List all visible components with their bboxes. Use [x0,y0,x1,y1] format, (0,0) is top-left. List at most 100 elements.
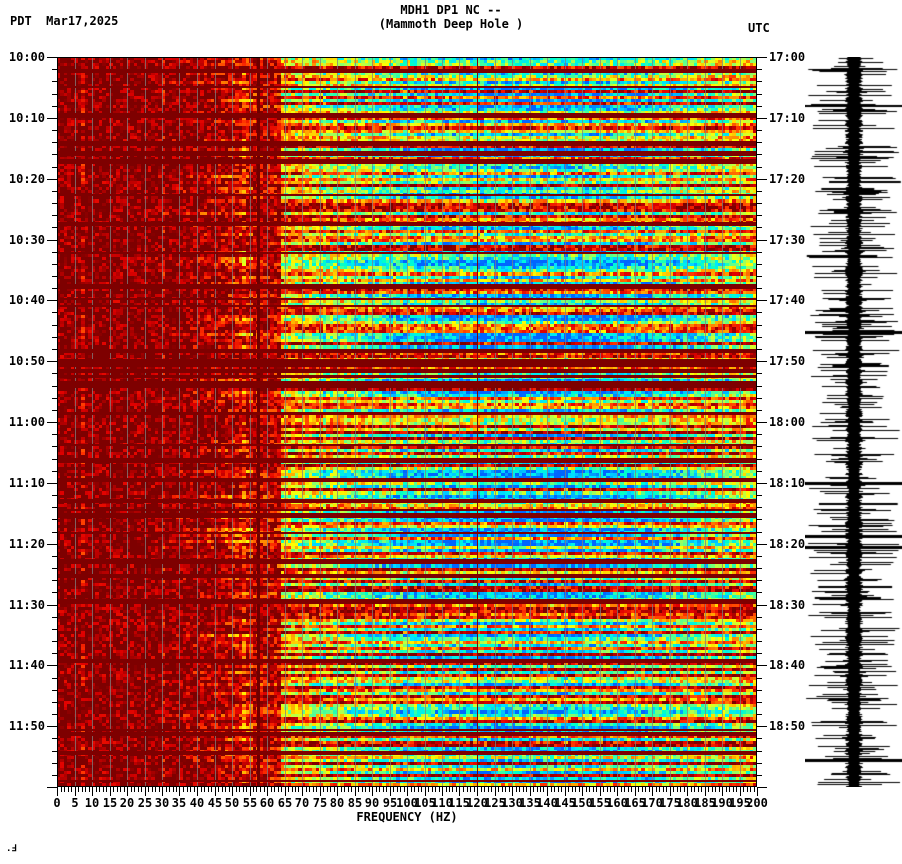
axis-tick [52,507,57,508]
frequency-tick [337,787,338,796]
axis-tick [757,349,762,350]
frequency-tick [61,787,62,792]
axis-tick [757,605,767,606]
frequency-tick [736,787,737,792]
frequency-tick [474,787,475,792]
frequency-tick [642,787,643,792]
frequency-tick [362,787,363,792]
frequency-tick [603,787,604,792]
frequency-tick [320,787,321,796]
axis-tick [52,495,57,496]
axis-tick [757,118,767,119]
frequency-tick [229,787,230,792]
frequency-tick [330,787,331,792]
axis-tick [52,568,57,569]
axis-tick [52,191,57,192]
frequency-tick [285,787,286,796]
frequency-label: 45 [207,796,223,810]
axis-tick [757,130,762,131]
frequency-tick [747,787,748,792]
frequency-tick [215,787,216,796]
axis-tick [757,142,762,143]
frequency-tick [197,787,198,796]
frequency-tick [288,787,289,792]
frequency-tick [750,787,751,792]
time-label-pdt: 10:40 [8,293,45,307]
axis-tick [757,568,762,569]
spectrogram-canvas[interactable] [57,57,757,787]
frequency-tick [334,787,335,792]
axis-tick [757,483,767,484]
axis-tick [757,154,762,155]
axis-tick [52,519,57,520]
frequency-tick [561,787,562,792]
axis-tick [757,69,762,70]
frequency-tick [631,787,632,792]
frequency-label: 80 [329,796,345,810]
frequency-tick [488,787,489,792]
axis-tick [52,227,57,228]
time-label-utc: 17:00 [769,50,806,64]
frequency-tick [323,787,324,792]
frequency-tick [239,787,240,792]
frequency-label: 55 [242,796,258,810]
time-label-pdt: 11:10 [8,476,45,490]
frequency-tick [509,787,510,792]
spectrogram-plot[interactable] [57,57,757,787]
frequency-tick [250,787,251,796]
axis-tick [757,167,762,168]
frequency-tick [589,787,590,792]
frequency-label: 30 [154,796,170,810]
axis-tick [47,361,57,362]
axis-tick [52,215,57,216]
frequency-tick [120,787,121,792]
frequency-tick [481,787,482,792]
frequency-tick [155,787,156,792]
axis-tick [757,398,762,399]
axis-tick [757,410,762,411]
frequency-tick [533,787,534,792]
frequency-label: 195 [729,796,751,810]
frequency-tick [698,787,699,792]
axis-tick [757,312,762,313]
frequency-tick [383,787,384,792]
time-label-utc: 18:00 [769,415,806,429]
seismogram-trace[interactable] [805,57,902,787]
axis-tick [47,787,57,788]
frequency-tick [442,787,443,796]
frequency-tick [141,787,142,792]
frequency-tick [418,787,419,792]
frequency-tick [547,787,548,796]
time-label-pdt: 10:30 [8,233,45,247]
frequency-tick [379,787,380,792]
frequency-tick [505,787,506,792]
frequency-tick [495,787,496,796]
frequency-label: 0 [53,796,61,810]
frequency-tick [267,787,268,796]
frequency-tick [554,787,555,792]
seismogram-canvas[interactable] [805,57,902,787]
frequency-tick [432,787,433,792]
frequency-tick [211,787,212,792]
frequency-tick [169,787,170,792]
time-label-utc: 17:50 [769,354,806,368]
page-subtitle-station-name: (Mammoth Deep Hole ) [378,17,524,31]
frequency-tick [145,787,146,796]
frequency-tick [390,787,391,796]
frequency-tick [459,787,460,796]
axis-tick [52,532,57,533]
axis-tick [757,288,762,289]
axis-tick [757,617,762,618]
axis-tick [757,459,762,460]
frequency-tick [498,787,499,792]
frequency-tick [295,787,296,792]
axis-tick [757,641,762,642]
frequency-tick [463,787,464,792]
frequency-label: 70 [294,796,310,810]
frequency-tick [166,787,167,792]
frequency-tick [610,787,611,792]
frequency-tick [281,787,282,792]
frequency-tick [260,787,261,792]
frequency-label: 145 [554,796,576,810]
